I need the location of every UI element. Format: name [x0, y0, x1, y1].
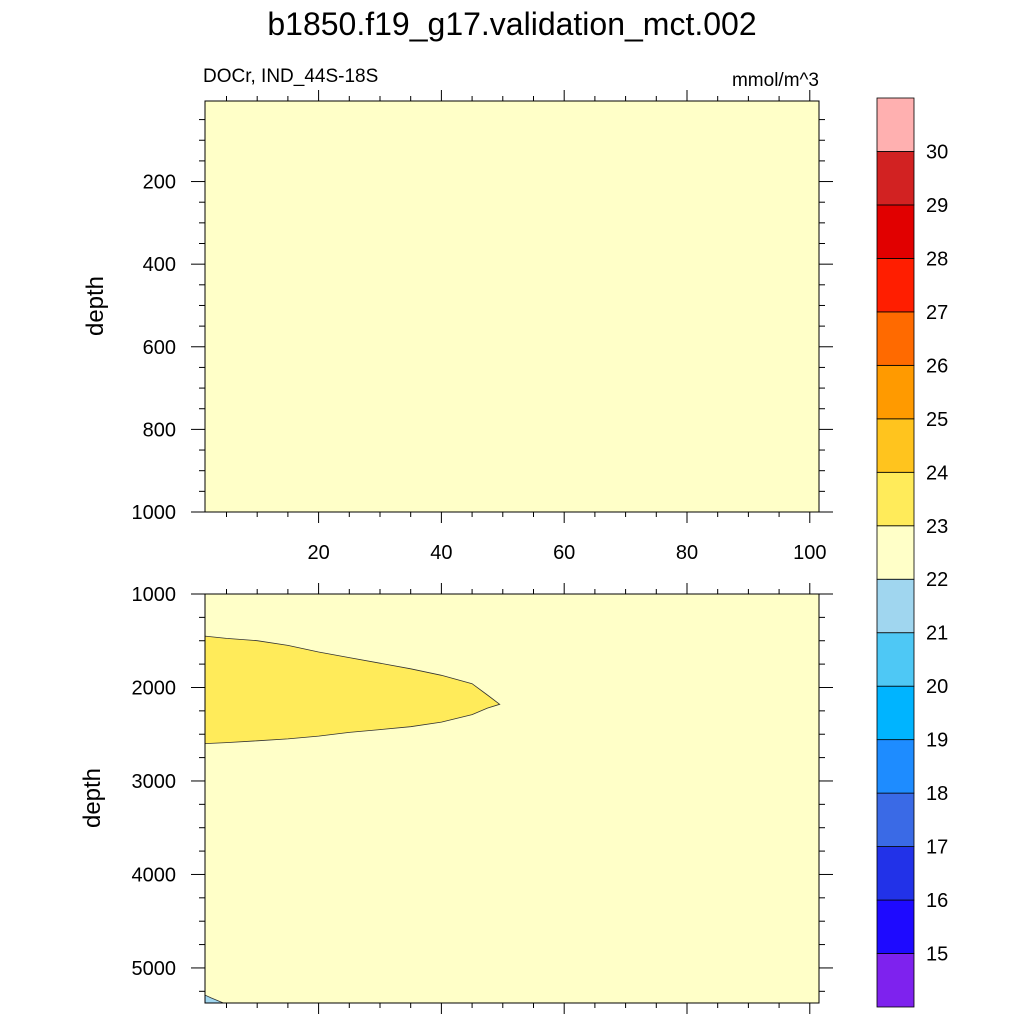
colorbar-box-14 [876, 258, 915, 313]
colorbar-box-15 [876, 204, 915, 259]
colorbar-box-3 [876, 846, 915, 901]
lower-panel: 1000 2000 3000 4000 5000 depth [79, 583, 833, 1014]
panels: 200 400 600 800 1000 20 40 60 80 100 depth 1000 2000… [79, 90, 833, 1014]
upper-plot-frame [204, 100, 820, 513]
upper-x-tick-label: 20 [307, 542, 329, 564]
colorbar-box-7 [876, 632, 915, 687]
upper-y-tick-label: 400 [143, 254, 176, 276]
colorbar-label: 17 [926, 837, 948, 859]
lower-ticks [191, 583, 833, 1014]
colorbar-label: 25 [926, 409, 948, 431]
colorbar-box-17 [876, 97, 915, 152]
colorbar-box-13 [876, 311, 915, 366]
colorbar-label: 20 [926, 676, 948, 698]
upper-x-tick-label: 40 [430, 542, 452, 564]
lower-y-tick-label: 2000 [132, 677, 177, 699]
colorbar-box-5 [876, 739, 915, 794]
colorbar-box-4 [876, 792, 915, 847]
upper-y-tick-label: 1000 [132, 502, 177, 524]
colorbar-label: 18 [926, 783, 948, 805]
lower-contour-region-1 [205, 635, 501, 745]
colorbar-box-10 [876, 471, 915, 527]
lower-y-tick-label: 3000 [132, 771, 177, 793]
colorbar-label: 28 [926, 248, 948, 270]
colorbar-label: 23 [926, 516, 948, 538]
upper-background-fill [205, 101, 819, 512]
colorbar-label: 26 [926, 355, 948, 377]
colorbar-label: 27 [926, 302, 948, 324]
colorbar-label: 19 [926, 730, 948, 752]
chart-title: b1850.f19_g17.validation_mct.002 [267, 6, 756, 42]
colorbar-label: 16 [926, 890, 948, 912]
colorbar-box-16 [876, 151, 915, 206]
colorbar-box-12 [876, 364, 915, 420]
upper-y-tick-label: 600 [143, 337, 176, 359]
colorbar-label: 21 [926, 623, 948, 645]
colorbar-label: 29 [926, 195, 948, 217]
colorbar-box-6 [876, 685, 915, 741]
variable-region-label: DOCr, IND_44S-18S [203, 66, 378, 87]
lower-y-tick-label: 5000 [132, 958, 177, 980]
upper-panel: 200 400 600 800 1000 20 40 60 80 100 depth [82, 90, 833, 564]
colorbar-label: 30 [926, 141, 948, 163]
colorbar-label: 24 [926, 462, 948, 484]
colorbar-label: 22 [926, 569, 948, 591]
upper-x-tick-label: 80 [676, 542, 698, 564]
colorbar-box-1 [876, 953, 915, 1008]
upper-x-tick-label: 60 [553, 542, 575, 564]
lower-contour-regions [205, 635, 501, 1003]
colorbar-label: 15 [926, 944, 948, 966]
colorbar-box-9 [876, 525, 915, 580]
colorbar: 15 16 17 18 19 20 21 22 23 24 25 26 27 28 29 30 [876, 97, 948, 1008]
colorbar-box-11 [876, 418, 915, 473]
lower-y-tick-label: 4000 [132, 864, 177, 886]
lower-plot-frame [204, 593, 820, 1004]
upper-y-tick-label: 200 [143, 172, 176, 194]
lower-y-axis-label: depth [79, 768, 106, 828]
units-label: mmol/m^3 [732, 70, 819, 91]
colorbar-box-8 [876, 578, 915, 634]
upper-y-axis-label: depth [82, 276, 109, 336]
colorbar-box-2 [876, 899, 915, 954]
lower-y-tick-label: 1000 [132, 584, 177, 606]
upper-x-tick-label: 100 [793, 542, 826, 564]
upper-ticks [191, 90, 833, 523]
lower-contour-region-2 [205, 994, 224, 1003]
upper-y-tick-label: 800 [143, 419, 176, 441]
